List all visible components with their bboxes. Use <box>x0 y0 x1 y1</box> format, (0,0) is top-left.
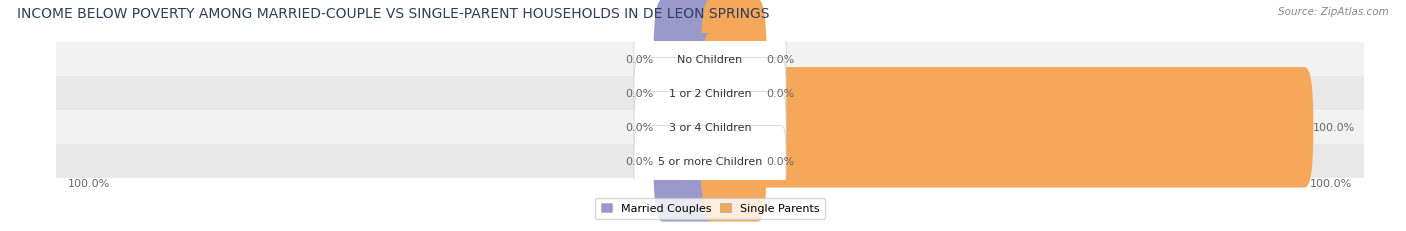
Legend: Married Couples, Single Parents: Married Couples, Single Parents <box>595 198 825 219</box>
FancyBboxPatch shape <box>654 34 718 154</box>
FancyBboxPatch shape <box>702 68 1313 188</box>
Bar <box>56 145 1364 179</box>
Text: Source: ZipAtlas.com: Source: ZipAtlas.com <box>1278 7 1389 17</box>
Text: 100.0%: 100.0% <box>67 179 111 188</box>
FancyBboxPatch shape <box>634 126 786 197</box>
Bar <box>56 43 1364 77</box>
Text: 100.0%: 100.0% <box>1309 179 1353 188</box>
Text: 0.0%: 0.0% <box>626 89 654 99</box>
Text: 0.0%: 0.0% <box>626 157 654 167</box>
FancyBboxPatch shape <box>654 102 718 222</box>
FancyBboxPatch shape <box>702 34 766 154</box>
Bar <box>56 77 1364 111</box>
FancyBboxPatch shape <box>654 0 718 120</box>
Text: 5 or more Children: 5 or more Children <box>658 157 762 167</box>
Text: No Children: No Children <box>678 55 742 65</box>
Text: 0.0%: 0.0% <box>766 157 794 167</box>
Text: 3 or 4 Children: 3 or 4 Children <box>669 123 751 133</box>
Bar <box>56 111 1364 145</box>
FancyBboxPatch shape <box>702 102 766 222</box>
FancyBboxPatch shape <box>634 92 786 164</box>
FancyBboxPatch shape <box>634 24 786 96</box>
FancyBboxPatch shape <box>654 68 718 188</box>
Text: 0.0%: 0.0% <box>766 89 794 99</box>
FancyBboxPatch shape <box>634 58 786 130</box>
FancyBboxPatch shape <box>702 0 766 120</box>
Text: 1 or 2 Children: 1 or 2 Children <box>669 89 751 99</box>
Text: INCOME BELOW POVERTY AMONG MARRIED-COUPLE VS SINGLE-PARENT HOUSEHOLDS IN DE LEON: INCOME BELOW POVERTY AMONG MARRIED-COUPL… <box>17 7 769 21</box>
Text: 100.0%: 100.0% <box>1313 123 1355 133</box>
Text: 0.0%: 0.0% <box>626 55 654 65</box>
Text: 0.0%: 0.0% <box>626 123 654 133</box>
Text: 0.0%: 0.0% <box>766 55 794 65</box>
